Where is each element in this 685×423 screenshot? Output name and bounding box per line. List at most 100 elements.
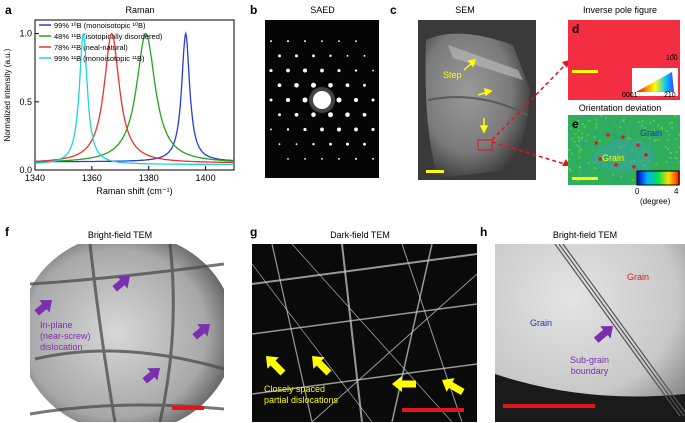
diffraction-spot: [278, 113, 281, 117]
diffraction-spot: [329, 142, 332, 146]
speckle: [637, 121, 640, 123]
panel-h-label: h: [480, 225, 488, 239]
speckle: [653, 155, 655, 158]
x-axis-label: Raman shift (cm⁻¹): [96, 186, 172, 196]
speckle: [619, 126, 622, 128]
ipf-label-2110: 2̅10: [664, 92, 676, 99]
speckle: [581, 132, 584, 135]
x-tick-label: 1400: [196, 173, 216, 183]
speckle: [582, 137, 585, 140]
annotation-arrow: [266, 356, 286, 376]
speckle: [585, 164, 588, 167]
diffraction-spot: [294, 82, 299, 88]
diffraction-spot: [320, 127, 324, 132]
bf-tem-image-h: [495, 244, 685, 422]
boundary-marker: [598, 157, 602, 161]
annotation-line-2: partial dislocations: [264, 395, 339, 405]
speckle: [602, 132, 605, 134]
diffraction-spot: [286, 98, 290, 102]
diffraction-spot: [320, 68, 324, 73]
grain-label-yellow: Grain: [602, 153, 624, 163]
raman-chart: 1340 1360 1380 1400 0.0 0.5 1.0 Raman shift (cm…: [3, 19, 235, 196]
dislocation-line: [252, 253, 477, 285]
speckle: [568, 158, 571, 161]
speckle: [650, 138, 653, 141]
diffraction-spot: [311, 82, 316, 88]
speckle: [577, 126, 580, 129]
raman-series-line: [35, 32, 234, 164]
speckle: [678, 133, 680, 136]
speckle: [665, 130, 668, 133]
speckle: [594, 166, 597, 169]
speckle: [643, 126, 646, 129]
dislocation-annotation: In-plane (near-screw) dislocation: [40, 320, 91, 353]
diffraction-spot: [355, 40, 357, 43]
annotation-line-1: In-plane: [40, 320, 73, 330]
raman-series-line: [35, 33, 234, 166]
speckle: [653, 139, 656, 142]
speckle: [619, 182, 622, 185]
panel-e-label: e: [572, 117, 579, 131]
diffraction-spot: [337, 127, 341, 132]
diffraction-spot: [371, 127, 375, 132]
speckle: [620, 123, 623, 126]
dislocation-line: [391, 244, 433, 422]
speckle: [633, 124, 636, 127]
diffraction-spot: [303, 127, 307, 132]
speckle: [667, 139, 670, 142]
speckle: [577, 129, 580, 132]
speckle: [614, 136, 617, 139]
speckle: [629, 138, 632, 141]
speckle: [584, 140, 587, 143]
speckle: [641, 120, 644, 123]
dislocation-line: [291, 244, 453, 422]
diffraction-spot: [287, 40, 289, 43]
diffraction-spot: [270, 40, 272, 43]
diffraction-spot: [363, 54, 366, 57]
speckle: [612, 134, 615, 136]
y-tick-label: 0.0: [19, 165, 32, 175]
annotation-line-1: Sub-grain: [570, 355, 610, 365]
diffraction-spot: [363, 83, 366, 87]
speckle: [583, 126, 586, 129]
speckle: [583, 172, 585, 175]
colorbar-unit: (degree): [640, 197, 671, 206]
speckle: [578, 146, 581, 149]
diffraction-spot: [354, 127, 358, 132]
speckle: [655, 163, 658, 166]
speckle: [669, 163, 672, 166]
diffraction-spot: [304, 157, 306, 160]
panel-a-label: a: [5, 3, 12, 17]
dislocation-line: [401, 244, 463, 422]
speckle: [649, 137, 652, 140]
grain-label-left: Grain: [530, 318, 553, 328]
speckle: [570, 137, 573, 140]
speckle: [595, 123, 598, 126]
speckle: [619, 175, 622, 178]
speckle: [608, 120, 611, 123]
speckle: [670, 121, 673, 124]
diffraction-spot: [354, 98, 358, 102]
bf-tem-title-1: Bright-field TEM: [87, 230, 153, 240]
df-tem-image-g: [252, 244, 477, 422]
speckle: [649, 122, 652, 125]
diffraction-spot: [372, 157, 374, 160]
speckle: [593, 142, 595, 145]
speckle: [631, 179, 634, 181]
raman-chart-title: Raman: [125, 5, 155, 15]
speckle: [568, 167, 571, 170]
speckle: [581, 142, 584, 145]
speckle: [582, 166, 585, 168]
speckle: [574, 133, 577, 135]
speckle: [595, 118, 598, 121]
speckle: [669, 156, 672, 159]
diffraction-spot: [286, 128, 290, 131]
speckle: [623, 178, 626, 181]
speckle: [568, 140, 571, 143]
speckle: [595, 146, 598, 148]
diffraction-spot: [304, 40, 306, 43]
panel-g-label: g: [250, 225, 258, 239]
speckle: [679, 174, 680, 177]
diffraction-spot: [328, 112, 333, 118]
speckle: [577, 136, 580, 139]
